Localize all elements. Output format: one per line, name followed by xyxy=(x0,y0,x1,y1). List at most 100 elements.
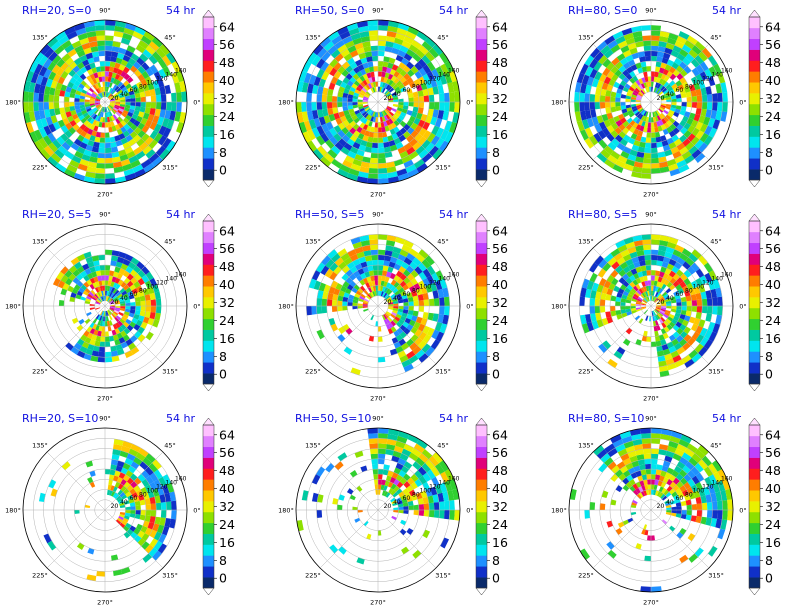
field-cell xyxy=(644,51,651,57)
field-cell xyxy=(317,102,323,110)
field-cell xyxy=(606,521,613,528)
field-cell xyxy=(370,245,378,251)
field-cell xyxy=(372,464,378,469)
colorbar-segment xyxy=(476,158,487,169)
field-cell xyxy=(98,153,105,159)
field-cell xyxy=(697,503,703,510)
colorbar-segment xyxy=(749,341,760,352)
field-cell xyxy=(584,510,590,519)
field-cell xyxy=(141,97,146,102)
field-cell xyxy=(347,488,354,494)
field-cell xyxy=(363,306,368,308)
field-cell xyxy=(651,234,660,240)
field-cell xyxy=(358,303,363,306)
field-cell xyxy=(449,510,455,520)
field-cell xyxy=(610,102,615,107)
colorbar-segment xyxy=(203,243,214,254)
field-cell xyxy=(403,306,408,310)
angle-tick-label: 270° xyxy=(370,395,386,403)
field-cell xyxy=(161,102,167,110)
field-cell xyxy=(146,306,151,312)
field-cell xyxy=(105,163,114,169)
field-cell xyxy=(681,102,686,107)
field-cell xyxy=(368,173,378,179)
field-cell xyxy=(692,306,697,312)
radius-tick-label: 20 xyxy=(384,95,392,102)
colorbar-segment xyxy=(749,545,760,556)
field-cell xyxy=(378,25,388,31)
colorbar-tick-label: 56 xyxy=(765,445,781,460)
field-cell xyxy=(444,297,450,306)
colorbar-tick-label: 56 xyxy=(219,241,235,256)
radius-tick-label: 60 xyxy=(130,495,138,502)
field-cell xyxy=(332,102,337,108)
field-cell xyxy=(419,96,424,102)
field-cell xyxy=(646,270,651,275)
colorbar-max-extension xyxy=(476,214,487,221)
field-cell xyxy=(95,307,100,310)
colorbar-tick-label: 48 xyxy=(219,463,235,478)
field-cell xyxy=(109,315,113,320)
angle-tick-label: 315° xyxy=(162,368,178,376)
field-cell xyxy=(338,546,347,554)
field-cell xyxy=(424,95,430,102)
field-cell xyxy=(69,102,74,107)
field-cell xyxy=(651,56,657,61)
field-cell xyxy=(356,486,362,492)
radius-tick-label: 160 xyxy=(175,272,187,279)
field-cell xyxy=(369,438,378,444)
field-cell xyxy=(360,465,367,472)
field-cell xyxy=(651,250,658,256)
angle-tick-label: 180° xyxy=(5,99,21,107)
colorbar-segment xyxy=(476,447,487,458)
field-cell xyxy=(100,265,105,270)
field-cell xyxy=(687,301,692,306)
field-cell xyxy=(595,299,601,306)
colorbar-tick-label: 40 xyxy=(492,73,508,88)
polar-plot: 2040608010012014016090°45°0°315°270°225°… xyxy=(273,408,535,612)
field-cell xyxy=(601,490,608,498)
field-cell xyxy=(327,299,333,306)
field-cell xyxy=(378,336,383,341)
field-cell xyxy=(651,71,655,76)
field-cell xyxy=(595,306,601,313)
field-cell xyxy=(646,474,651,479)
colorbar-tick-label: 24 xyxy=(219,517,235,532)
field-cell xyxy=(722,92,728,102)
radius-tick-label: 60 xyxy=(403,291,411,298)
field-cell xyxy=(600,299,606,306)
field-cell xyxy=(717,306,723,315)
angle-tick-label: 270° xyxy=(643,599,659,607)
angular-gridline xyxy=(378,510,436,568)
field-cell xyxy=(712,501,718,510)
field-cell xyxy=(105,270,110,275)
field-cell xyxy=(74,102,79,106)
colorbar-segment xyxy=(749,512,760,523)
colorbar-segment xyxy=(203,555,214,566)
field-cell xyxy=(98,255,105,261)
colorbar-segment xyxy=(476,254,487,265)
colorbar-segment xyxy=(749,577,760,588)
radius-tick-label: 160 xyxy=(448,68,460,75)
field-cell xyxy=(687,97,692,102)
field-cell xyxy=(90,307,95,310)
colorbar-segment xyxy=(203,264,214,275)
field-cell xyxy=(378,449,386,455)
field-cell xyxy=(378,163,387,169)
colorbar-segment xyxy=(749,566,760,577)
field-cell xyxy=(444,510,450,519)
colorbar-segment xyxy=(749,490,760,501)
field-cell xyxy=(105,357,112,363)
field-cell xyxy=(90,304,95,306)
field-cell xyxy=(369,239,378,245)
radius-tick-label: 160 xyxy=(175,68,187,75)
colorbar-segment xyxy=(476,275,487,286)
angle-tick-label: 315° xyxy=(435,368,451,376)
angle-tick-label: 225° xyxy=(578,572,594,580)
field-cell xyxy=(322,95,328,102)
field-cell xyxy=(74,510,79,514)
colorbar-tick-label: 32 xyxy=(765,295,781,310)
field-cell xyxy=(374,127,378,132)
angle-tick-label: 0° xyxy=(739,303,746,311)
angle-tick-label: 45° xyxy=(710,33,722,41)
